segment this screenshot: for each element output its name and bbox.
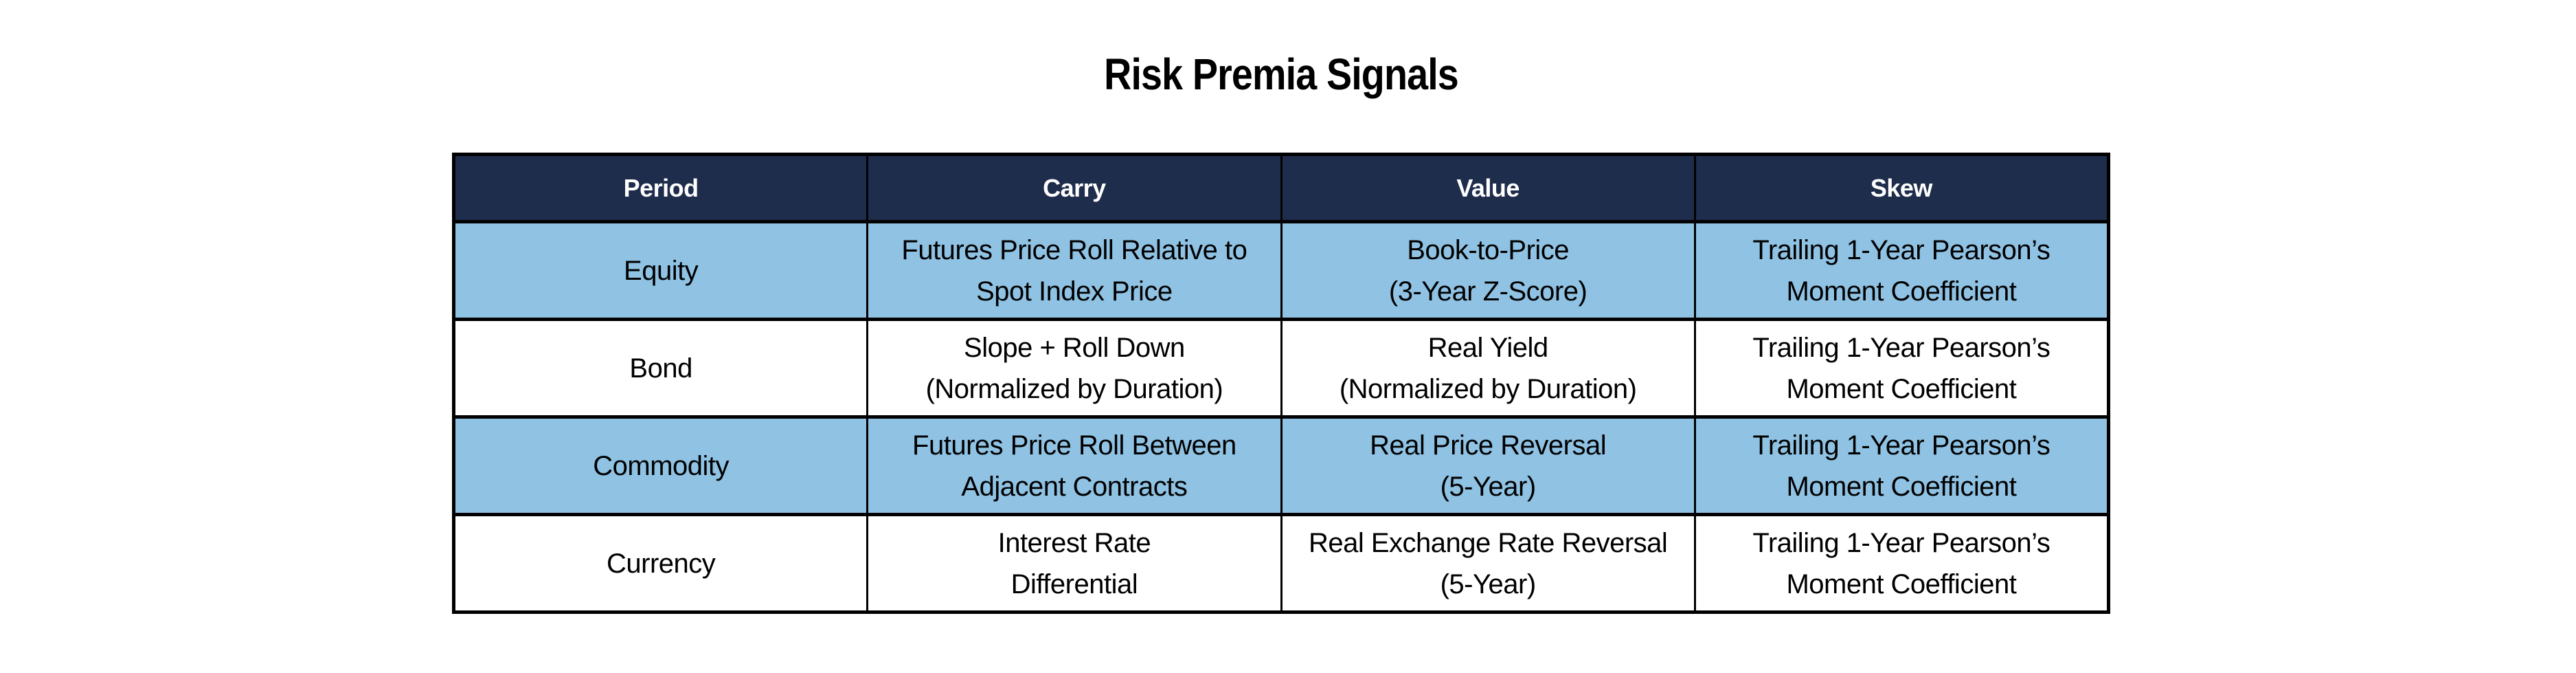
cell-commodity-period: Commodity bbox=[452, 415, 869, 516]
table-row-currency: Currency Interest Rate Differential Real… bbox=[452, 513, 2110, 614]
cell-bond-carry: Slope + Roll Down (Normalized by Duratio… bbox=[866, 318, 1283, 419]
header-cell-carry: Carry bbox=[866, 153, 1283, 223]
cell-currency-skew: Trailing 1-Year Pearson’s Moment Coeffic… bbox=[1693, 513, 2110, 614]
risk-premia-table: Period Carry Value Skew Equity Futures P… bbox=[452, 153, 2110, 614]
header-cell-period: Period bbox=[452, 153, 869, 223]
cell-currency-carry: Interest Rate Differential bbox=[866, 513, 1283, 614]
cell-commodity-carry: Futures Price Roll Between Adjacent Cont… bbox=[866, 415, 1283, 516]
cell-commodity-skew: Trailing 1-Year Pearson’s Moment Coeffic… bbox=[1693, 415, 2110, 516]
table-row-equity: Equity Futures Price Roll Relative to Sp… bbox=[452, 220, 2110, 321]
table-row-commodity: Commodity Futures Price Roll Between Adj… bbox=[452, 415, 2110, 516]
header-cell-value: Value bbox=[1280, 153, 1696, 223]
cell-commodity-value: Real Price Reversal (5-Year) bbox=[1280, 415, 1696, 516]
cell-equity-value: Book-to-Price (3-Year Z-Score) bbox=[1280, 220, 1696, 321]
header-row: Period Carry Value Skew bbox=[452, 153, 2110, 223]
table-row-bond: Bond Slope + Roll Down (Normalized by Du… bbox=[452, 318, 2110, 419]
cell-equity-period: Equity bbox=[452, 220, 869, 321]
page-title: Risk Premia Signals bbox=[1104, 49, 1459, 99]
cell-equity-carry: Futures Price Roll Relative to Spot Inde… bbox=[866, 220, 1283, 321]
cell-equity-skew: Trailing 1-Year Pearson’s Moment Coeffic… bbox=[1693, 220, 2110, 321]
cell-bond-skew: Trailing 1-Year Pearson’s Moment Coeffic… bbox=[1693, 318, 2110, 419]
cell-currency-period: Currency bbox=[452, 513, 869, 614]
cell-bond-period: Bond bbox=[452, 318, 869, 419]
cell-currency-value: Real Exchange Rate Reversal (5-Year) bbox=[1280, 513, 1696, 614]
cell-bond-value: Real Yield (Normalized by Duration) bbox=[1280, 318, 1696, 419]
header-cell-skew: Skew bbox=[1693, 153, 2110, 223]
